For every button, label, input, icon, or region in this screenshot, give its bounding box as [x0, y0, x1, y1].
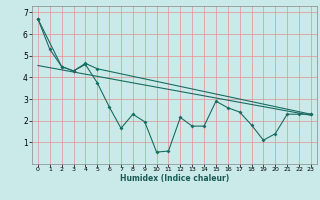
X-axis label: Humidex (Indice chaleur): Humidex (Indice chaleur): [120, 174, 229, 183]
